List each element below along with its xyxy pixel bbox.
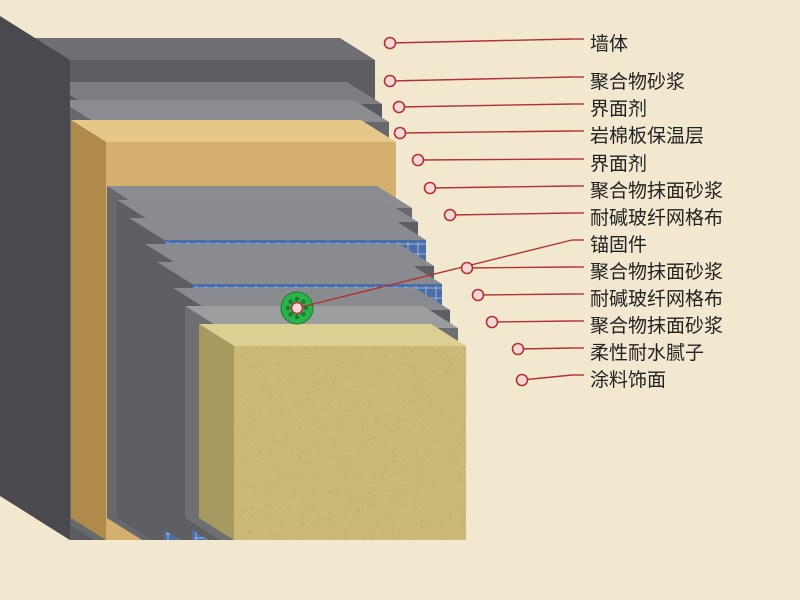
layer-label-flex-putty: 柔性耐水腻子 <box>590 344 704 363</box>
layer-label-coating: 涂料饰面 <box>590 371 666 390</box>
layer-label-interface-2: 界面剂 <box>590 155 647 174</box>
layer-label-polymer-plaster-1: 聚合物抹面砂浆 <box>590 182 723 201</box>
layer-label-polymer-mortar: 聚合物砂浆 <box>590 73 685 92</box>
layer-label-alkali-mesh-2: 耐碱玻纤网格布 <box>590 290 723 309</box>
layer-label-polymer-plaster-2: 聚合物抹面砂浆 <box>590 263 723 282</box>
layer-label-polymer-plaster-3: 聚合物抹面砂浆 <box>590 317 723 336</box>
layer-label-interface-1: 界面剂 <box>590 100 647 119</box>
layer-label-anchor: 锚固件 <box>590 236 647 255</box>
layer-label-wall-body: 墙体 <box>590 35 628 54</box>
layer-label-rockwool: 岩棉板保温层 <box>590 127 704 146</box>
layer-label-alkali-mesh-1: 耐碱玻纤网格布 <box>590 209 723 228</box>
